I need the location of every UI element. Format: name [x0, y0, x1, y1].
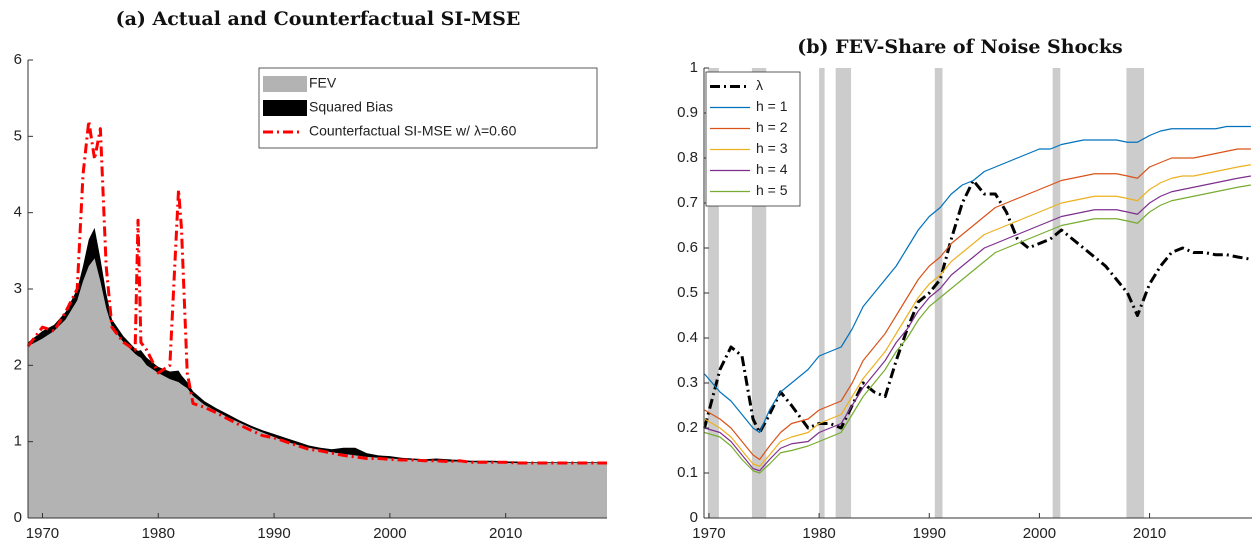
legend-label: h = 2 — [756, 119, 788, 135]
x-tick-label: 2000 — [373, 525, 406, 542]
recession-band — [1052, 68, 1061, 518]
line — [704, 184, 1252, 474]
line — [704, 148, 1251, 461]
x-tick-label: 1980 — [802, 525, 835, 542]
y-tick-label: 0.3 — [677, 374, 698, 391]
line — [704, 125, 1251, 434]
y-tick-label: 2 — [14, 356, 22, 373]
y-tick-label: 0.4 — [677, 329, 698, 346]
legend-label: Counterfactual SI-MSE w/ λ=0.60 — [309, 123, 517, 139]
x-tick-label: 2000 — [1023, 525, 1056, 542]
legend-label: h = 1 — [756, 98, 788, 114]
recession-band — [835, 68, 852, 518]
line — [704, 175, 1252, 472]
y-tick-label: 0.8 — [677, 149, 698, 166]
x-tick-label: 1990 — [913, 525, 946, 542]
area — [28, 258, 607, 518]
y-tick-label: 0.2 — [677, 419, 698, 436]
recession-band — [934, 68, 943, 518]
legend-box — [705, 71, 801, 207]
legend-label: λ — [756, 77, 763, 93]
x-tick-label: 2010 — [489, 525, 522, 542]
legend-label: h = 4 — [756, 161, 788, 177]
y-tick-label: 3 — [14, 280, 22, 297]
legend-label: h = 5 — [756, 182, 788, 198]
legend-label: h = 3 — [756, 140, 788, 156]
y-tick-label: 1 — [14, 433, 22, 450]
x-tick-label: 1980 — [142, 525, 175, 542]
y-tick-label: 1 — [690, 59, 698, 76]
y-tick-label: 0 — [14, 509, 22, 526]
y-tick-label: 5 — [14, 127, 22, 144]
line — [703, 179, 1252, 434]
recession-band — [707, 68, 719, 518]
y-tick-label: 0.7 — [677, 194, 698, 211]
legend-swatch — [263, 100, 307, 116]
line — [704, 164, 1252, 467]
x-tick-label: 1970 — [692, 525, 725, 542]
legend-label: FEV — [309, 75, 337, 91]
y-tick-label: 0.9 — [677, 104, 698, 121]
y-tick-label: 0.6 — [677, 239, 698, 256]
legend-label: Squared Bias — [309, 99, 393, 115]
x-tick-label: 1990 — [257, 525, 290, 542]
y-tick-label: 0.5 — [677, 284, 698, 301]
legend-box — [258, 67, 598, 149]
y-tick-label: 0 — [690, 509, 698, 526]
x-tick-label: 1970 — [26, 525, 59, 542]
recession-band — [1126, 68, 1145, 518]
y-tick-label: 6 — [14, 51, 22, 68]
legend-swatch — [263, 76, 307, 92]
x-tick-label: 2010 — [1133, 525, 1166, 542]
recession-band — [819, 68, 825, 518]
chart-title: (a) Actual and Counterfactual SI-MSE — [116, 8, 521, 30]
y-tick-label: 4 — [14, 204, 22, 221]
chart-title: (b) FEV-Share of Noise Shocks — [797, 36, 1122, 58]
y-tick-label: 0.1 — [677, 464, 698, 481]
line — [26, 119, 607, 465]
